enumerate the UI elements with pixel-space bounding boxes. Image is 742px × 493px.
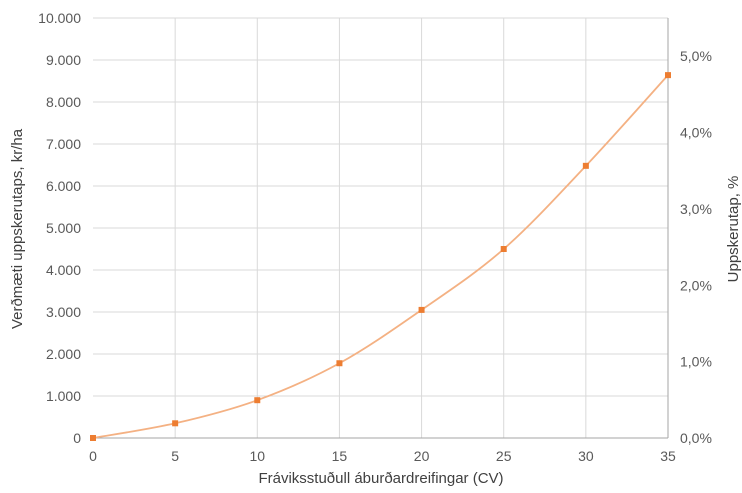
y2-tick-label: 2,0% bbox=[680, 277, 712, 293]
y-axis-label: Verðmæti uppskerutaps, kr/ha bbox=[9, 128, 26, 329]
y-tick-label: 10.000 bbox=[38, 10, 81, 26]
x-tick-label: 35 bbox=[660, 448, 676, 464]
y2-tick-label: 4,0% bbox=[680, 125, 712, 141]
y2-axis-ticks: 0,0% 1,0% 2,0% 3,0% 4,0% 5,0% bbox=[680, 48, 712, 446]
data-point bbox=[500, 246, 507, 252]
data-point bbox=[254, 397, 261, 404]
x-tick-label: 0 bbox=[89, 448, 97, 464]
axes bbox=[93, 18, 669, 439]
series bbox=[90, 72, 671, 441]
x-tick-label: 20 bbox=[414, 448, 430, 464]
y-tick-label: 2.000 bbox=[46, 346, 81, 362]
y2-tick-label: 3,0% bbox=[680, 201, 712, 217]
y-tick-label: 4.000 bbox=[46, 262, 81, 278]
data-point bbox=[665, 72, 671, 79]
y-tick-label: 7.000 bbox=[46, 136, 81, 152]
data-point bbox=[90, 435, 96, 441]
data-point bbox=[582, 162, 589, 169]
y2-tick-label: 1,0% bbox=[680, 354, 712, 370]
x-tick-label: 25 bbox=[496, 448, 512, 464]
y-tick-label: 0 bbox=[73, 430, 81, 446]
x-tick-label: 10 bbox=[249, 448, 265, 464]
series-line bbox=[92, 74, 669, 439]
x-tick-label: 15 bbox=[332, 448, 348, 464]
y-tick-label: 3.000 bbox=[46, 304, 81, 320]
y2-tick-label: 0,0% bbox=[680, 430, 712, 446]
x-tick-label: 30 bbox=[578, 448, 594, 464]
y-tick-label: 5.000 bbox=[46, 220, 81, 236]
x-axis-label: Fráviksstuðull áburðardreifingar (CV) bbox=[258, 470, 503, 487]
x-axis-ticks: 0 5 10 15 20 25 30 35 bbox=[89, 448, 676, 464]
grid bbox=[93, 17, 669, 438]
y-tick-label: 9.000 bbox=[46, 52, 81, 68]
y2-axis-label: Uppskerutap, % bbox=[725, 176, 742, 283]
y-tick-label: 8.000 bbox=[46, 94, 81, 110]
y-tick-label: 1.000 bbox=[46, 388, 81, 404]
x-tick-label: 5 bbox=[171, 448, 179, 464]
y-tick-label: 6.000 bbox=[46, 178, 81, 194]
data-point bbox=[418, 306, 425, 313]
y-axis-ticks: 0 1.000 2.000 3.000 4.000 5.000 6.000 7.000 8.00… bbox=[38, 10, 81, 446]
data-point bbox=[172, 420, 179, 427]
y2-tick-label: 5,0% bbox=[680, 48, 712, 64]
data-point bbox=[336, 360, 343, 367]
